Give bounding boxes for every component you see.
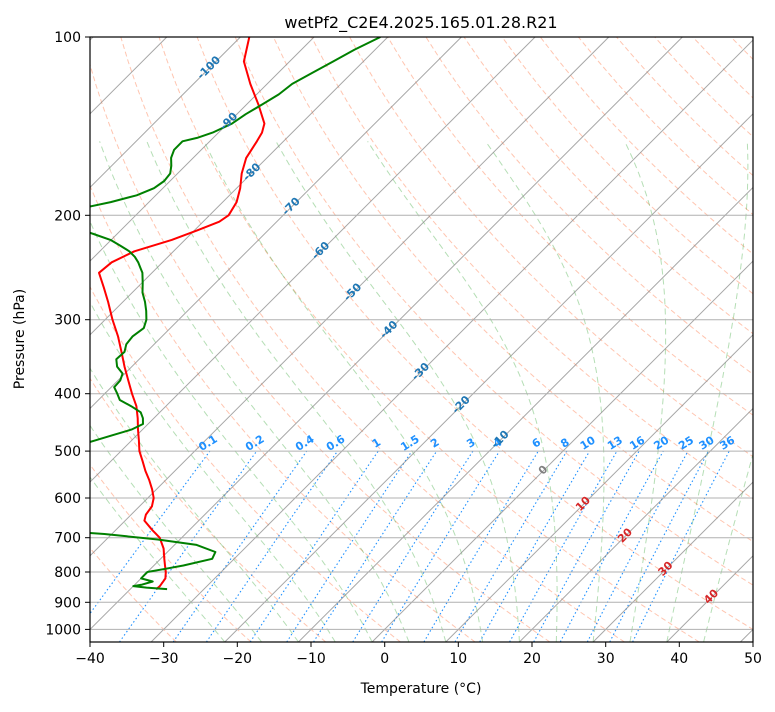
x-tick-label: −20: [223, 651, 253, 667]
y-tick-label: 300: [54, 313, 81, 329]
y-tick-label: 800: [54, 565, 81, 581]
x-tick-label: 20: [523, 651, 541, 667]
x-tick-label: 10: [449, 651, 467, 667]
y-tick-label: 1000: [45, 622, 81, 638]
y-tick-label: 500: [54, 444, 81, 460]
x-tick-label: 50: [744, 651, 762, 667]
y-axis-label: Pressure (hPa): [12, 289, 28, 389]
chart-title: wetPf2_C2E4.2025.165.01.28.R21: [284, 13, 557, 33]
x-tick-label: −10: [296, 651, 326, 667]
y-tick-label: 400: [54, 387, 81, 403]
y-tick-label: 100: [54, 30, 81, 46]
y-tick-label: 200: [54, 208, 81, 224]
y-tick-label: 700: [54, 531, 81, 547]
x-tick-label: 0: [380, 651, 389, 667]
y-tick-label: 600: [54, 491, 81, 507]
x-axis-label: Temperature (°C): [360, 681, 482, 697]
x-tick-label: −30: [149, 651, 179, 667]
x-tick-label: 30: [597, 651, 615, 667]
x-tick-label: −40: [75, 651, 105, 667]
x-tick-label: 40: [670, 651, 688, 667]
y-tick-label: 900: [54, 595, 81, 611]
